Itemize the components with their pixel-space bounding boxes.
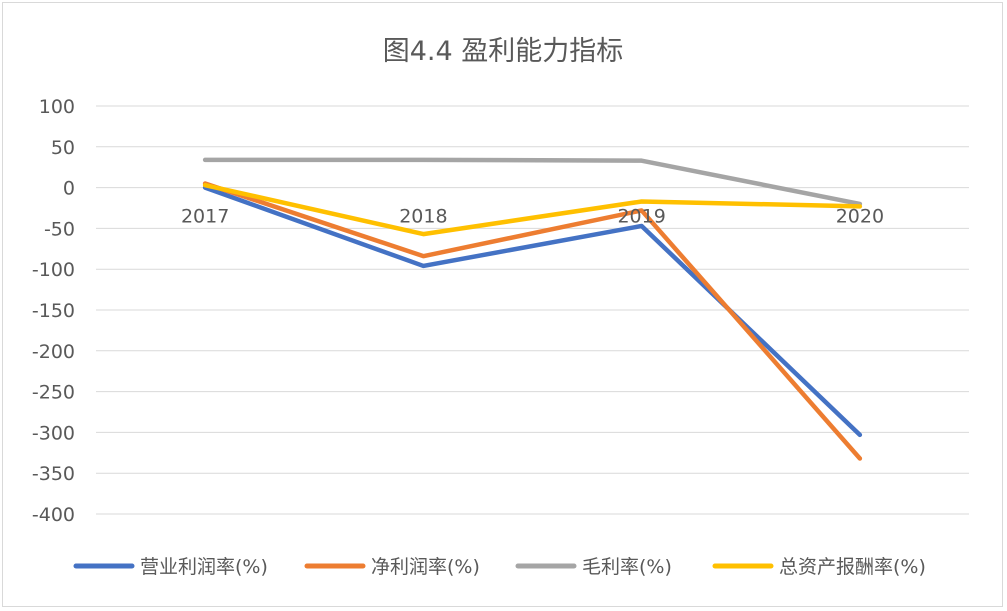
y-tick-label: -150 (32, 300, 75, 322)
y-tick-label: 100 (39, 96, 75, 118)
legend-label: 净利润率(%) (371, 556, 480, 578)
legend-label: 毛利率(%) (582, 556, 672, 578)
y-tick-label: -350 (32, 463, 75, 485)
y-tick-label: -400 (32, 504, 75, 526)
x-category-label: 2018 (399, 206, 447, 228)
y-tick-label: -250 (32, 382, 75, 404)
series-line-2 (202, 157, 863, 207)
grid-lines (96, 105, 969, 515)
x-category-label: 2017 (181, 206, 229, 228)
y-tick-label: -300 (32, 422, 75, 444)
y-tick-label: 0 (63, 178, 75, 200)
series-lines (202, 157, 863, 461)
x-axis-categories: 2017 2018 2019 2020 (181, 206, 884, 228)
chart-title: 图4.4 盈利能力指标 (383, 36, 624, 67)
y-tick-label: -50 (44, 218, 75, 240)
x-category-label: 2019 (617, 206, 665, 228)
x-category-label: 2020 (836, 206, 884, 228)
legend-label: 营业利润率(%) (140, 556, 268, 578)
y-tick-label: -100 (32, 259, 75, 281)
series-line-1 (202, 181, 863, 461)
series-line-0 (202, 185, 863, 438)
y-axis-ticks: 100 50 0 -50 -100 -150 -200 -250 -300 -350 -400 (32, 96, 75, 526)
legend-label: 总资产报酬率(%) (779, 556, 926, 578)
legend: 营业利润率(%) 净利润率(%) 毛利率(%) 总资产报酬率(%) (73, 556, 926, 578)
y-tick-label: -200 (32, 341, 75, 363)
y-tick-label: 50 (51, 137, 75, 159)
series-line-3 (202, 182, 863, 237)
